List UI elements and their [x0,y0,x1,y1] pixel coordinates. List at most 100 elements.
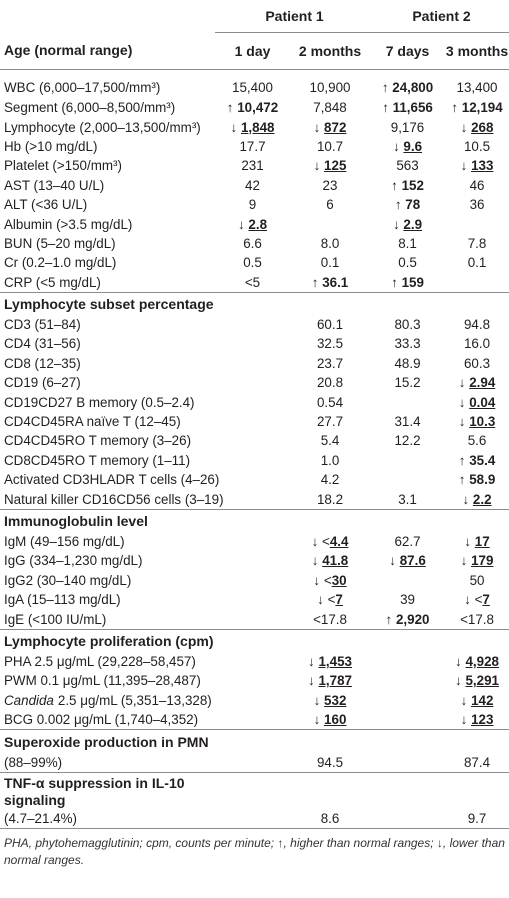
value-cell: 1.0 [320,452,340,468]
row-label: BUN (5–20 mg/dL) [4,235,116,251]
column-label: 2 months [290,32,371,70]
value: 58.9 [469,472,496,488]
value: 7 [482,592,490,608]
column-label: 3 months [445,32,509,70]
value-cell: ↓ 17 [445,532,509,551]
value-cell: ↓ 5,291 [445,671,509,690]
flag-value: 17 [475,534,490,549]
value: 11,656 [392,100,433,116]
flag-value: 125 [324,158,346,173]
value-cell [445,273,509,293]
value-cell: 0.1 [467,255,487,271]
blank [0,0,215,33]
flag-value: 123 [471,712,493,727]
value-cell: ↑ 10,472 [215,98,290,117]
arrow: ↓ [311,534,319,549]
arrow: ↓ [458,394,466,410]
flag-value: 36.1 [322,275,348,290]
value-cell: 10,900 [309,79,351,95]
arrow: ↓ [460,712,468,728]
row-label: Cr (0.2–1.0 mg/dL) [4,255,117,271]
row-label: IgE (<100 IU/mL) [4,611,107,627]
flag-value: 268 [471,120,493,135]
prefix: < [322,534,330,549]
flag-value: 5,291 [465,673,499,688]
arrow: ↑ [391,177,398,193]
data-row: CD4CD45RO T memory (3–26) 5.4 12.2 5.6 [0,431,509,450]
column-label: 1 day [215,32,290,70]
group-header-row: Patient 1 Patient 2 [0,0,509,33]
data-row: Cr (0.2–1.0 mg/dL) 0.5 0.1 0.5 0.1 [0,253,509,272]
section-title: Superoxide production in PMN [0,729,509,753]
value: 872 [324,119,347,135]
value-cell [215,489,290,509]
value: 41.8 [322,553,349,569]
flag-value: 1,848 [241,120,275,135]
data-row: PHA 2.5 μg/mL (29,228–58,457) ↓ 1,453 ↓ 4,… [0,652,509,671]
data-row: (88–99%) 94.5 87.4 [0,752,509,772]
row-label: Candida 2.5 μg/mL (5,351–13,328) [0,691,215,710]
arrow: ↓ [464,592,471,608]
value-cell: 4.2 [320,472,340,488]
row-label: IgM (49–156 mg/dL) [4,534,125,549]
flag-value: 133 [471,158,493,173]
data-row: IgG2 (30–140 mg/dL) ↓ <30 50 [0,571,509,590]
data-row: Lymphocyte (2,000–13,500/mm³) ↓ 1,848 ↓ 87… [0,117,509,136]
value-cell: 8.1 [398,235,417,251]
arrow: ↑ [311,274,319,290]
prefix: < [327,592,336,608]
flag-value: 7 [335,592,342,607]
data-row: IgM (49–156 mg/dL) ↓ <4.4 62.7 ↓ 17 [0,532,509,551]
flag-value: 30 [332,573,347,588]
flag-value: 41.8 [322,553,348,568]
value: 78 [405,197,421,213]
value-cell: ↓ 2.94 [445,373,509,392]
data-row: CD4 (31–56) 32.5 33.3 16.0 [0,334,509,353]
arrow: ↓ [313,158,321,174]
value: 5,291 [465,673,499,689]
row-label: ALT (<36 U/L) [4,197,88,213]
value-cell: ↓ 1,453 [290,652,370,671]
section-title: Lymphocyte proliferation (cpm) [0,628,509,652]
value-cell [215,532,290,551]
value-cell [370,671,445,690]
value: 36.1 [322,274,349,290]
value-cell: ↓ 1,787 [290,671,370,690]
flag-value: 2.2 [473,492,492,507]
value-cell: 3.1 [398,491,417,507]
value-cell: 13,400 [456,79,498,95]
flag-value: 35.4 [469,453,495,468]
value-cell: 563 [396,158,419,174]
flag-value: 4,928 [465,654,499,669]
value: 152 [401,177,424,193]
value-cell [215,752,290,772]
value-cell: 27.7 [316,414,344,430]
value-cell: 0.5 [398,255,417,271]
value-cell: ↓ 125 [290,156,370,175]
value-cell [215,590,290,609]
flag-value: 1,787 [318,673,352,688]
value: 268 [471,119,494,135]
value-cell: ↑ 159 [370,273,445,293]
value-cell: ↓ 4,928 [445,652,509,671]
flag-value: 24,800 [392,80,433,95]
row-label: PHA 2.5 μg/mL (29,228–58,457) [4,653,196,669]
flag-value: 9.6 [403,139,422,154]
arrow: ↓ [230,119,238,135]
value-cell: 6 [326,197,334,213]
value-cell [215,431,290,450]
value: 10,472 [237,100,279,116]
value-cell: 36 [469,197,485,213]
value-cell: 6.6 [243,235,262,251]
row-label: CD4CD45RO T memory (3–26) [4,433,192,449]
flag-value: 58.9 [469,472,495,487]
value-cell: 0.54 [316,394,344,410]
value-cell: ↑ 24,800 [370,70,445,99]
value: 35.4 [469,452,496,468]
value: 1,453 [318,653,352,669]
value-cell: ↑ 152 [370,176,445,195]
value-cell: 8.0 [320,235,340,251]
value-cell [215,609,290,629]
value: 125 [324,158,347,174]
value: 4.4 [329,534,349,549]
